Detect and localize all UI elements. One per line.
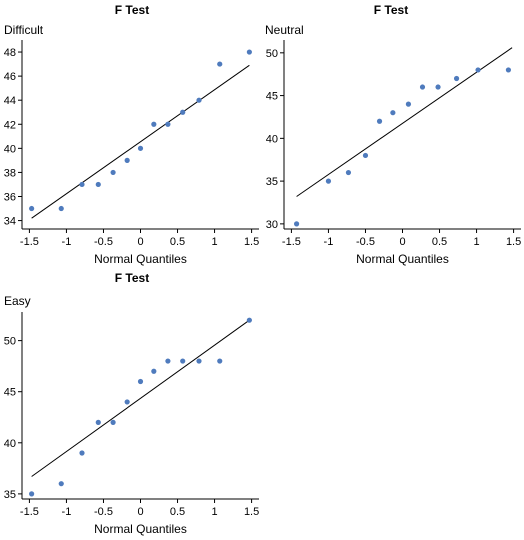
data-point bbox=[180, 109, 186, 115]
y-tick-label: 42 bbox=[4, 119, 16, 131]
x-tick-label: -0.5 bbox=[356, 236, 375, 248]
x-tick-label: -1 bbox=[324, 236, 334, 248]
data-point bbox=[325, 178, 332, 184]
x-tick-label: 1 bbox=[474, 236, 480, 248]
x-axis-label: Normal Quantiles bbox=[94, 522, 187, 536]
y-tick-label: 46 bbox=[4, 71, 16, 83]
chart-title: F Test bbox=[115, 3, 149, 17]
data-point bbox=[435, 84, 441, 90]
y-tick-label: 40 bbox=[266, 133, 278, 145]
x-tick-label: 0.5 bbox=[170, 506, 185, 518]
y-axis-label: Neutral bbox=[265, 23, 304, 37]
data-point bbox=[246, 317, 252, 323]
y-axis-label: Easy bbox=[4, 294, 31, 308]
x-tick-label: 0.5 bbox=[170, 236, 185, 248]
data-point bbox=[180, 358, 186, 364]
y-tick-label: 34 bbox=[4, 216, 16, 228]
y-tick-label: 45 bbox=[266, 91, 278, 103]
qq-panel-3: F Test Easy Normal Quantiles 35 40 45 50 -1.5 -1… bbox=[4, 271, 259, 536]
y-tick-label: 48 bbox=[4, 47, 16, 59]
x-tick-label: -1 bbox=[62, 506, 72, 518]
y-tick-label: 30 bbox=[266, 219, 278, 231]
chart-title: F Test bbox=[374, 3, 408, 17]
data-point bbox=[95, 181, 101, 188]
reference-line bbox=[296, 47, 513, 197]
data-point bbox=[137, 145, 144, 151]
x-axis-label: Normal Quantiles bbox=[94, 252, 187, 266]
data-point bbox=[390, 110, 396, 116]
data-point bbox=[58, 205, 64, 212]
reference-line bbox=[31, 64, 250, 219]
data-point bbox=[376, 118, 383, 124]
y-tick-label: 44 bbox=[4, 95, 16, 107]
y-tick-label: 40 bbox=[4, 143, 16, 155]
x-tick-label: 0 bbox=[399, 236, 405, 248]
data-point bbox=[124, 399, 130, 405]
data-point bbox=[505, 67, 512, 73]
data-point bbox=[453, 75, 460, 82]
data-point bbox=[29, 491, 35, 497]
x-tick-label: 0 bbox=[137, 506, 143, 518]
x-tick-label: -1.5 bbox=[20, 236, 39, 248]
data-point bbox=[217, 358, 223, 364]
x-tick-label: 0 bbox=[137, 236, 143, 248]
x-tick-label: -1.5 bbox=[20, 506, 39, 518]
data-point bbox=[151, 368, 157, 374]
x-tick-label: 1.5 bbox=[244, 236, 259, 248]
data-point bbox=[475, 67, 481, 73]
x-tick-label: -0.5 bbox=[94, 236, 113, 248]
y-tick-label: 50 bbox=[266, 48, 278, 60]
x-tick-label: 1 bbox=[212, 236, 218, 248]
x-tick-label: -0.5 bbox=[94, 506, 113, 518]
y-tick-label: 38 bbox=[4, 167, 16, 179]
data-point bbox=[124, 157, 130, 163]
data-point bbox=[137, 378, 144, 385]
data-point bbox=[196, 97, 202, 103]
x-tick-label: -1 bbox=[62, 236, 72, 248]
y-tick-label: 40 bbox=[4, 438, 16, 450]
y-tick-label: 35 bbox=[266, 176, 278, 188]
y-tick-label: 35 bbox=[4, 489, 16, 501]
data-point bbox=[405, 101, 412, 107]
x-axis-label: Normal Quantiles bbox=[356, 252, 449, 266]
data-point bbox=[165, 358, 171, 364]
y-axis-label: Difficult bbox=[4, 23, 44, 37]
data-point bbox=[217, 61, 223, 67]
data-point bbox=[419, 84, 426, 90]
data-point bbox=[29, 205, 35, 212]
qq-panel-1: F Test Difficult Normal Quantiles 34 36 38 40 4… bbox=[4, 3, 259, 266]
y-tick-label: 50 bbox=[4, 336, 16, 348]
data-point bbox=[110, 169, 116, 176]
data-point bbox=[58, 481, 64, 487]
y-tick-label: 45 bbox=[4, 387, 16, 399]
chart-title: F Test bbox=[115, 271, 149, 285]
y-tick-label: 36 bbox=[4, 191, 16, 203]
data-point bbox=[293, 221, 300, 227]
data-point bbox=[95, 419, 101, 425]
data-point bbox=[165, 121, 171, 127]
data-point bbox=[362, 152, 369, 159]
x-tick-label: 1 bbox=[212, 506, 218, 518]
data-point bbox=[79, 181, 85, 188]
x-tick-label: -1.5 bbox=[282, 236, 301, 248]
qq-panel-2: F Test Neutral Normal Quantiles 30 35 40 45 50 -… bbox=[265, 3, 521, 266]
data-point bbox=[196, 358, 202, 364]
x-tick-label: 0.5 bbox=[432, 236, 447, 248]
data-point bbox=[110, 419, 116, 425]
x-tick-label: 1.5 bbox=[506, 236, 521, 248]
data-point bbox=[246, 49, 252, 55]
reference-line bbox=[31, 319, 250, 477]
data-point bbox=[79, 450, 85, 456]
x-tick-label: 1.5 bbox=[244, 506, 259, 518]
data-point bbox=[345, 169, 352, 176]
data-point bbox=[151, 121, 157, 127]
